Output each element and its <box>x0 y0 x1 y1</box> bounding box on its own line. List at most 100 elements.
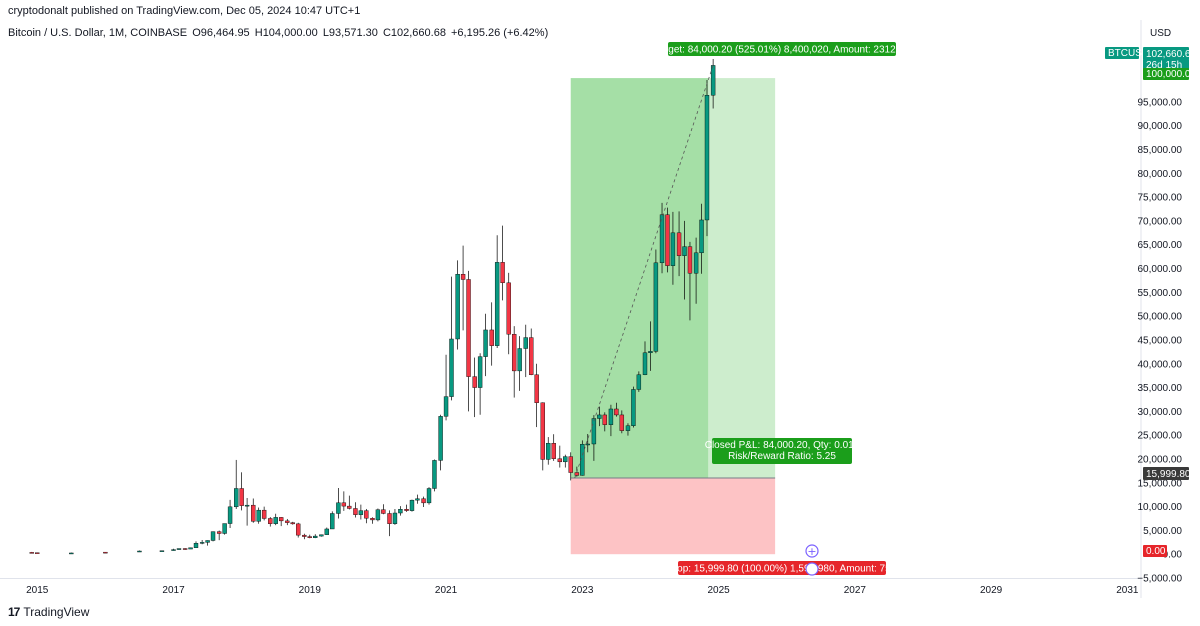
trade-path-line <box>574 65 714 479</box>
candle-body <box>319 534 324 537</box>
candle-body <box>659 214 665 264</box>
candle-body <box>563 456 568 463</box>
candle-body <box>222 523 227 534</box>
candle-body <box>171 549 176 551</box>
candle-body <box>296 523 301 536</box>
entry-price-tag-box <box>1143 467 1189 480</box>
candle-body <box>506 282 511 335</box>
candle-body <box>500 262 505 284</box>
candle-body <box>182 548 188 550</box>
candle-body <box>574 472 580 476</box>
price-tick-label: 90,000.00 <box>1138 121 1183 132</box>
candle-body <box>523 337 528 349</box>
candle-body <box>534 374 539 403</box>
legend-symbol[interactable]: Bitcoin / U.S. Dollar, 1M, COINBASE <box>8 27 188 39</box>
candle-body <box>614 408 619 416</box>
publish-header: cryptodonalt published on TradingView.co… <box>8 5 361 17</box>
candle-body <box>670 232 676 266</box>
candle-body <box>273 517 278 524</box>
candle-body <box>597 414 602 419</box>
candle-body <box>313 535 318 538</box>
candle-body <box>511 334 517 372</box>
candle-body <box>415 498 420 501</box>
time-tick-label: 2029 <box>980 585 1003 596</box>
candle-body <box>239 488 244 506</box>
candle-body <box>210 531 216 541</box>
price-tick-label: 40,000.00 <box>1138 359 1183 370</box>
time-tick-label: 2021 <box>435 585 458 596</box>
candle-body <box>251 504 256 522</box>
candle-body <box>687 246 693 274</box>
pnl-label-box <box>712 438 852 464</box>
candle-body <box>568 456 573 473</box>
candle-body <box>619 414 625 431</box>
candle-body <box>268 518 273 524</box>
candle-body <box>199 542 205 544</box>
candle-body <box>648 351 653 354</box>
candle-body <box>69 552 74 555</box>
candle-body <box>585 443 590 446</box>
candle-body <box>631 389 636 426</box>
time-tick-label: 2023 <box>571 585 594 596</box>
candle-body <box>404 509 409 511</box>
price-tick-label: 25,000.00 <box>1138 431 1183 442</box>
price-tick-label: 35,000.00 <box>1138 383 1183 394</box>
candle-body <box>285 520 290 523</box>
candle-body <box>676 232 682 256</box>
pnl-label-line2: Risk/Reward Ratio: 5.25 <box>728 451 836 462</box>
candle-body <box>443 396 449 417</box>
stop-price-tag-box <box>1143 545 1167 557</box>
candle-body <box>381 509 386 514</box>
price-tick-label: 95,000.00 <box>1138 97 1183 108</box>
candle-body <box>636 374 642 390</box>
time-tick-label: 2031 <box>1116 585 1139 596</box>
tradingview-brand: TradingView <box>23 605 90 619</box>
candle-body <box>704 95 710 221</box>
price-tick-label: 70,000.00 <box>1138 216 1183 227</box>
candle-body <box>483 329 488 357</box>
price-tick-label: 85,000.00 <box>1138 145 1183 156</box>
stop-zone <box>570 478 776 555</box>
legend-change: +6,195.26 (+6.42%) <box>451 27 549 39</box>
candle-body <box>557 458 563 463</box>
target-price-tag-box <box>1143 68 1189 80</box>
stop-label: Stop: 15,999.80 (100.00%) 1,599,980, Amo… <box>668 564 897 575</box>
candle-body <box>409 499 415 511</box>
candle-body <box>370 518 375 521</box>
add-handle-icon <box>805 544 819 558</box>
target-zone-remaining <box>708 78 776 479</box>
price-tick-label: 10,000.00 <box>1138 502 1183 513</box>
price-tick-label: 75,000.00 <box>1138 193 1183 204</box>
add-handle-plus: + <box>807 545 816 558</box>
candle-body <box>546 443 551 460</box>
tradingview-logo[interactable]: 17 TradingView <box>8 605 89 619</box>
candle-body <box>216 531 222 534</box>
candle-body <box>517 348 522 372</box>
candle-body <box>477 356 483 388</box>
candle-body <box>591 418 597 445</box>
candle-body <box>421 498 426 504</box>
candle-body <box>472 376 477 388</box>
currency-label[interactable]: USD <box>1150 28 1172 39</box>
countdown-tag: 26d 15h <box>1146 60 1182 71</box>
candle-body <box>392 512 398 524</box>
candle-body <box>466 279 471 377</box>
candle-body <box>455 274 460 340</box>
entry-price-tag: 15,999.80 <box>1146 469 1191 480</box>
price-tick-label: 45,000.00 <box>1138 335 1183 346</box>
legend-high: H104,000.00 <box>254 27 318 39</box>
target-price-tag: 100,000.00 <box>1146 69 1196 80</box>
target-label-box <box>668 42 896 56</box>
candle-body <box>227 506 233 524</box>
candle-body <box>205 540 210 543</box>
candle-body <box>193 543 199 548</box>
candle-body <box>35 552 40 554</box>
last-price-tag: 102,660.68 <box>1146 49 1196 60</box>
price-tick-label: 0.00 <box>1163 550 1183 561</box>
candle-body <box>137 550 142 553</box>
time-tick-label: 2017 <box>162 585 185 596</box>
candle-body <box>244 504 250 507</box>
price-tick-label: 15,000.00 <box>1138 478 1183 489</box>
price-tick-label: 20,000.00 <box>1138 454 1183 465</box>
